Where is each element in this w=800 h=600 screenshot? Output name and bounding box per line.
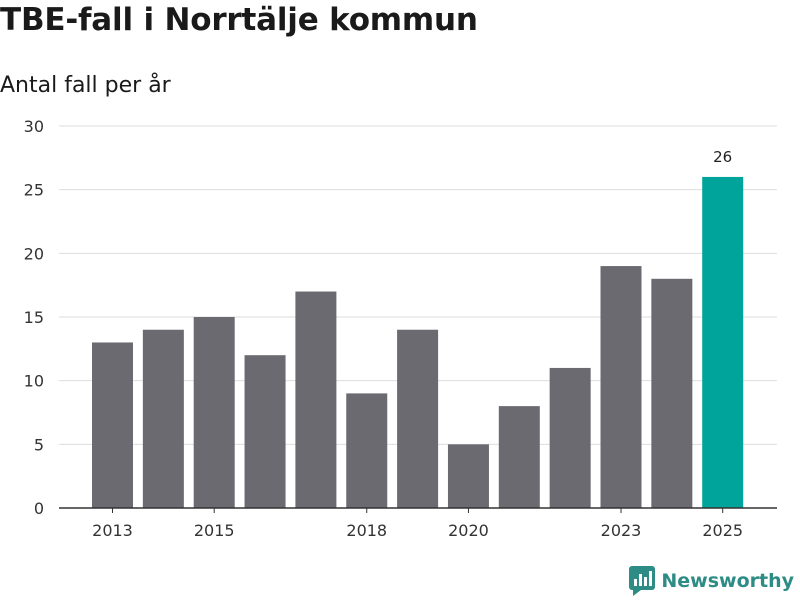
y-tick-label: 30 [24, 117, 44, 136]
y-tick-label: 5 [34, 435, 44, 454]
x-tick-label: 2020 [448, 521, 489, 540]
bar-2018 [346, 393, 388, 508]
bar-2014 [142, 329, 184, 508]
newsworthy-logo-icon [629, 566, 656, 596]
bar-2017 [295, 291, 337, 508]
chart-title: TBE-fall i Norrtälje kommun [0, 2, 478, 38]
y-tick-label: 10 [24, 372, 44, 391]
bar-2016 [244, 355, 286, 508]
y-axis-label: Antal fall per år [0, 73, 171, 98]
x-tick-label: 2025 [702, 521, 743, 540]
x-tick-label: 2013 [92, 521, 133, 540]
bar-2013 [92, 342, 133, 508]
bar-2019 [397, 329, 439, 508]
brand-name: Newsworthy [661, 570, 794, 592]
bar-2025 [702, 176, 744, 508]
bar-2022 [549, 367, 591, 508]
brand-logo: Newsworthy [629, 566, 794, 596]
x-tick-label: 2018 [346, 521, 387, 540]
data-label: 26 [713, 148, 732, 166]
y-tick-label: 15 [24, 308, 44, 327]
bar-2020 [447, 444, 489, 508]
bar-2024 [651, 278, 693, 508]
bar-2021 [498, 406, 540, 508]
bar-2015 [193, 317, 235, 508]
bar-2023 [600, 266, 642, 508]
y-tick-label: 20 [24, 244, 44, 263]
y-tick-label: 25 [24, 181, 44, 200]
y-tick-label: 0 [34, 499, 44, 518]
x-tick-label: 2023 [601, 521, 642, 540]
x-tick-label: 2015 [194, 521, 235, 540]
